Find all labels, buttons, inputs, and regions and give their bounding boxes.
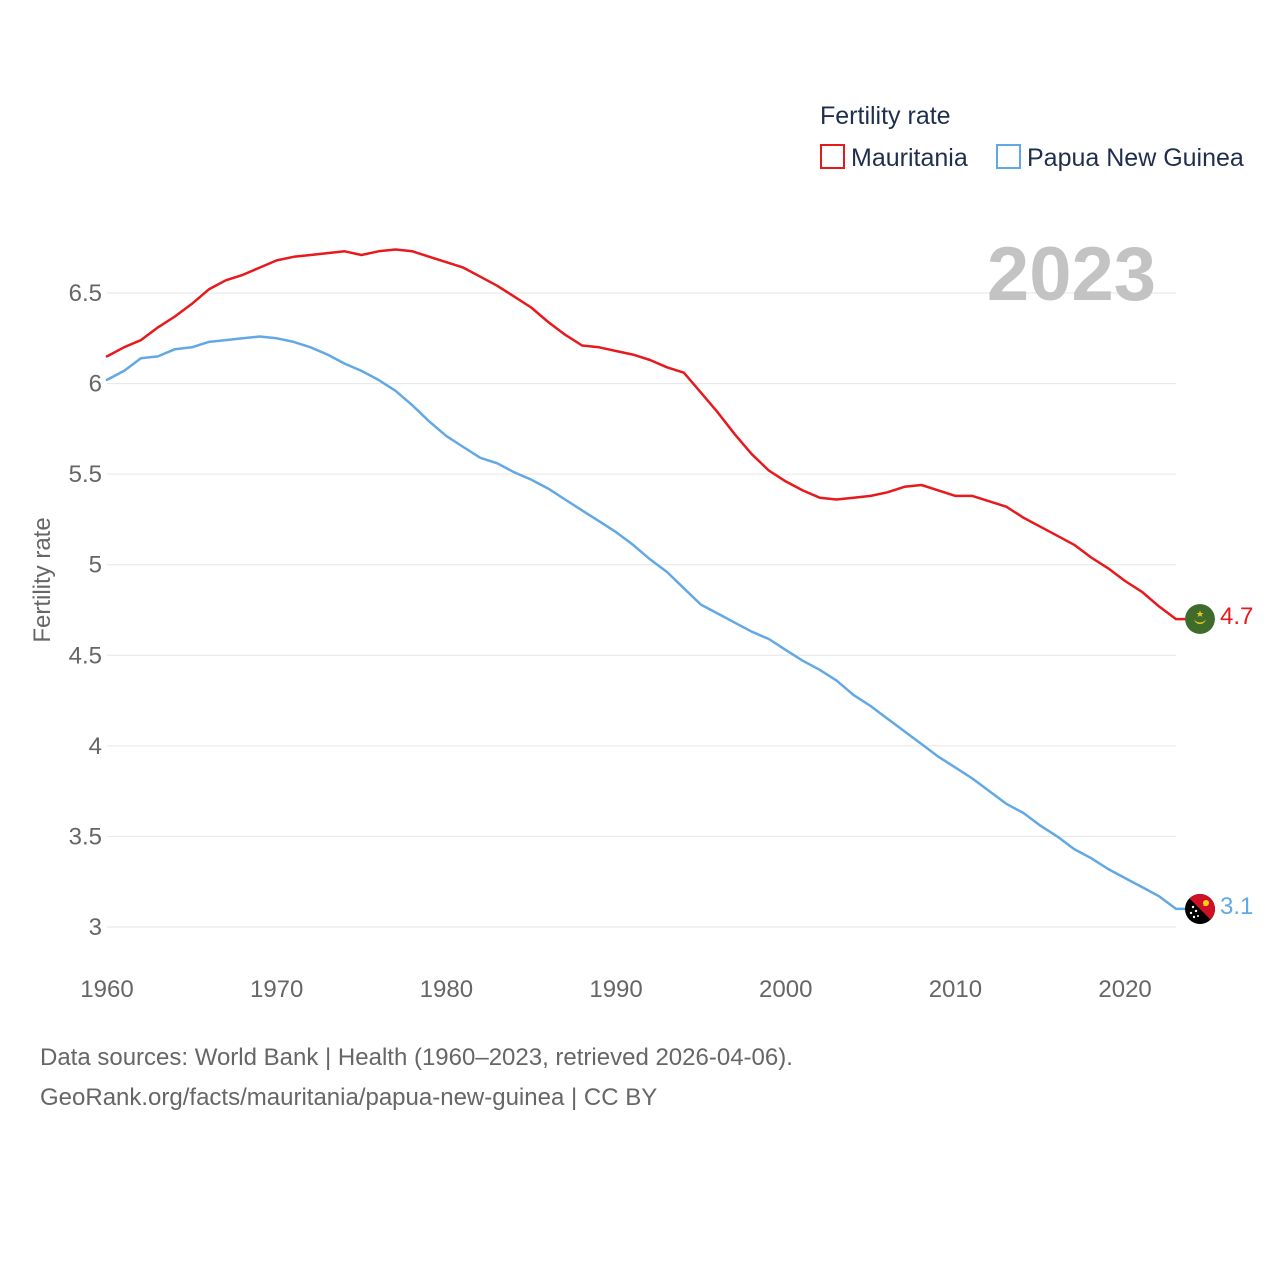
- x-tick-label: 1970: [250, 976, 303, 1003]
- series-lines: [105, 248, 1188, 911]
- y-tick-label: 3: [89, 914, 102, 941]
- end-value-label-papua-new-guinea: 3.1: [1220, 893, 1253, 920]
- series-line-mauritania[interactable]: [105, 248, 1188, 621]
- mauritania-flag-icon: [1185, 604, 1215, 634]
- series-line-papua-new-guinea[interactable]: [105, 335, 1188, 911]
- legend-swatch-papua-new-guinea: [996, 144, 1021, 169]
- legend-item-papua-new-guinea[interactable]: Papua New Guinea: [996, 144, 1244, 172]
- y-tick-label: 6: [89, 371, 102, 398]
- y-tick-label: 5: [89, 552, 102, 579]
- footer-data-sources: Data sources: World Bank | Health (1960–…: [40, 1044, 793, 1071]
- y-axis-ticks: 3 3.5 4 4.5 5 5.5 6 6.5: [69, 280, 102, 941]
- y-tick-label: 6.5: [69, 280, 102, 307]
- legend-item-mauritania[interactable]: Mauritania: [820, 144, 968, 172]
- x-tick-label: 1990: [589, 976, 642, 1003]
- y-tick-label: 4: [89, 733, 102, 760]
- y-tick-label: 5.5: [69, 461, 102, 488]
- legend-label-mauritania: Mauritania: [851, 144, 968, 172]
- x-tick-label: 2020: [1098, 976, 1151, 1003]
- grid-lines: [107, 292, 1176, 928]
- legend-title: Fertility rate: [820, 102, 951, 130]
- papua-new-guinea-flag-icon: [1185, 894, 1215, 924]
- legend-swatch-mauritania: [820, 144, 845, 169]
- y-axis-title: Fertility rate: [29, 517, 56, 642]
- x-tick-label: 1960: [80, 976, 133, 1003]
- x-tick-label: 2010: [929, 976, 982, 1003]
- current-year-label: 2023: [987, 232, 1156, 317]
- y-tick-label: 3.5: [69, 823, 102, 850]
- x-axis-ticks: 1960 1970 1980 1990 2000 2010 2020: [80, 976, 1151, 1003]
- footer-attribution-link[interactable]: GeoRank.org/facts/mauritania/papua-new-g…: [40, 1084, 658, 1111]
- x-tick-label: 1980: [420, 976, 473, 1003]
- legend-label-papua-new-guinea: Papua New Guinea: [1027, 144, 1244, 172]
- x-tick-label: 2000: [759, 976, 812, 1003]
- end-value-label-mauritania: 4.7: [1220, 603, 1253, 630]
- y-tick-label: 4.5: [69, 642, 102, 669]
